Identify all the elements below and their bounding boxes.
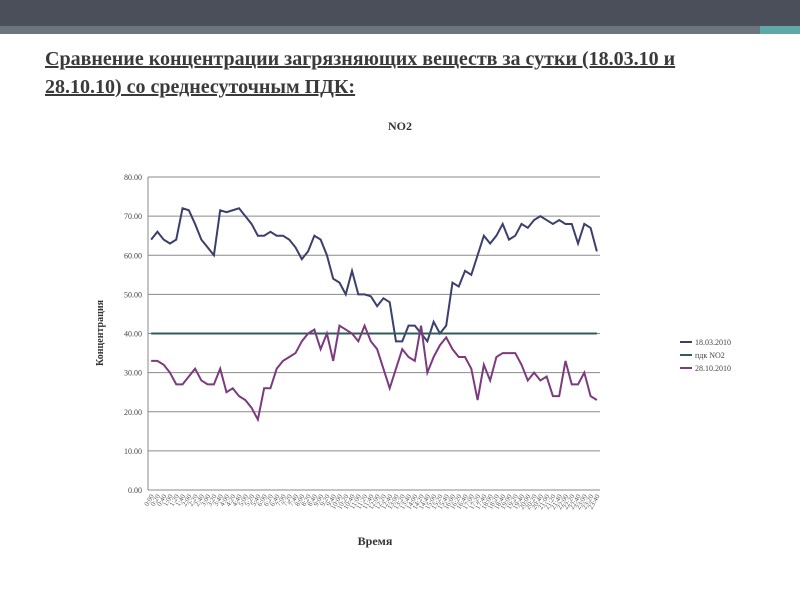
y-tick-label: 30.00 xyxy=(124,369,142,378)
y-tick-label: 80.00 xyxy=(124,173,142,182)
y-tick-label: 0.00 xyxy=(128,486,142,495)
y-axis-label: Концентрация xyxy=(95,299,106,366)
y-tick-label: 40.00 xyxy=(124,330,142,339)
series-line xyxy=(150,207,598,344)
chart-title: NO2 xyxy=(388,119,412,133)
y-tick-label: 10.00 xyxy=(124,447,142,456)
legend-label: 28.10.2010 xyxy=(695,364,731,373)
x-axis-label: Время xyxy=(358,534,393,548)
y-tick-label: 70.00 xyxy=(124,212,142,221)
y-tick-label: 20.00 xyxy=(124,408,142,417)
series-line xyxy=(151,322,598,423)
banner-accent xyxy=(760,26,800,34)
y-tick-label: 60.00 xyxy=(124,251,142,260)
legend-label: пдк NO2 xyxy=(695,351,725,360)
y-tick-label: 50.00 xyxy=(124,290,142,299)
slide-title: Сравнение концентрации загрязняющих веще… xyxy=(45,48,676,98)
legend-label: 18.03.2010 xyxy=(695,338,731,347)
banner-strip xyxy=(0,26,800,34)
banner xyxy=(0,0,800,26)
